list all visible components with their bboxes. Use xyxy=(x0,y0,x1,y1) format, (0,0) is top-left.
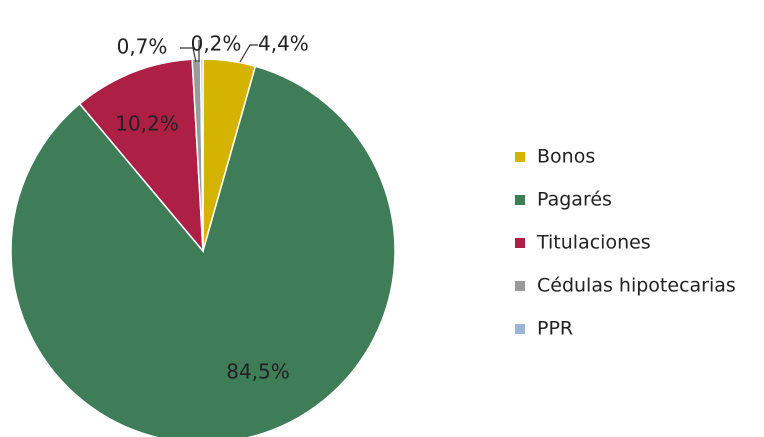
data-label: 0,2% xyxy=(191,32,242,56)
legend-swatch xyxy=(515,195,525,205)
pie-slice xyxy=(78,58,204,254)
legend-swatch xyxy=(515,152,525,162)
leader-line xyxy=(180,47,197,63)
leader-line xyxy=(239,44,258,63)
legend-label: Pagarés xyxy=(537,189,612,211)
legend-swatch xyxy=(515,238,525,248)
data-label: 4,4% xyxy=(258,32,309,56)
data-label: 84,5% xyxy=(226,360,290,384)
legend-label: Cédulas hipotecarias xyxy=(537,275,736,297)
data-label: 0,7% xyxy=(117,35,168,59)
legend-swatch xyxy=(515,324,525,334)
legend-label: PPR xyxy=(537,318,573,340)
legend-label: Titulaciones xyxy=(536,232,651,254)
pie-slice xyxy=(199,58,204,252)
data-label: 10,2% xyxy=(115,112,179,136)
legend-swatch xyxy=(515,281,525,291)
legend-label: Bonos xyxy=(537,146,595,168)
